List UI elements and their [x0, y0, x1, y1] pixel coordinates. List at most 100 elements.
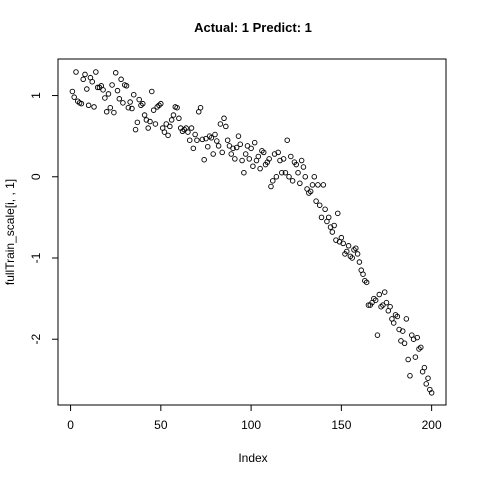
point — [194, 137, 200, 143]
chart-title: Actual: 1 Predict: 1 — [194, 20, 312, 35]
point — [354, 251, 361, 257]
x-tick-label: 100 — [241, 418, 261, 432]
point — [167, 123, 173, 130]
point — [376, 291, 383, 298]
point — [246, 156, 253, 162]
point — [275, 149, 281, 156]
point — [123, 83, 130, 89]
point — [132, 126, 139, 133]
point — [230, 145, 236, 152]
y-tick-label: 0 — [29, 173, 43, 180]
point — [129, 105, 135, 112]
point — [224, 137, 231, 143]
point — [363, 279, 370, 286]
point — [298, 157, 305, 164]
point — [203, 135, 209, 142]
point — [134, 119, 141, 126]
point — [212, 131, 218, 138]
y-tick-label: -2 — [29, 334, 43, 345]
point — [223, 123, 229, 130]
point — [255, 153, 262, 160]
point — [390, 320, 397, 326]
point — [127, 99, 133, 105]
point — [302, 174, 309, 180]
point — [176, 115, 182, 122]
point — [316, 202, 323, 208]
point — [111, 109, 117, 116]
point — [228, 151, 234, 157]
point — [69, 88, 76, 95]
point — [344, 248, 350, 255]
point — [428, 390, 435, 396]
point — [140, 100, 146, 107]
point — [313, 198, 319, 204]
point — [380, 302, 386, 308]
point — [383, 299, 390, 306]
point — [307, 188, 314, 195]
point — [199, 136, 206, 143]
point — [136, 96, 142, 103]
point — [425, 375, 431, 381]
point — [345, 243, 352, 249]
point — [374, 332, 381, 338]
point — [78, 100, 85, 107]
point — [168, 117, 175, 123]
point — [295, 169, 301, 176]
point — [114, 87, 121, 94]
point — [315, 182, 321, 188]
point — [394, 313, 401, 320]
point — [201, 156, 207, 163]
point — [338, 234, 345, 241]
x-tick-label: 150 — [331, 418, 351, 432]
y-axis-label: fullTrain_scale[i, , 1] — [3, 179, 17, 285]
point — [73, 69, 79, 75]
point — [403, 316, 410, 322]
point — [407, 373, 413, 379]
point — [105, 91, 112, 97]
point — [112, 70, 119, 76]
point — [372, 297, 379, 303]
point — [141, 112, 148, 118]
y-tick-label: -1 — [29, 252, 43, 263]
point — [286, 174, 292, 180]
point — [116, 96, 123, 102]
point — [226, 143, 233, 149]
point — [279, 169, 285, 176]
point — [235, 133, 242, 139]
point — [297, 180, 303, 187]
point — [161, 129, 168, 135]
point — [232, 156, 238, 162]
plot-box — [57, 58, 447, 406]
x-tick-label: 0 — [67, 418, 74, 432]
x-axis-label: Index — [238, 451, 267, 465]
point — [365, 302, 372, 308]
point — [188, 125, 195, 131]
point — [387, 303, 393, 310]
point — [109, 82, 115, 88]
point — [217, 121, 224, 127]
point — [149, 88, 155, 95]
point — [398, 338, 404, 344]
point — [248, 145, 254, 152]
point — [102, 95, 108, 101]
point — [125, 104, 132, 111]
point — [273, 174, 280, 180]
point — [186, 137, 193, 143]
point — [421, 364, 428, 371]
point — [242, 151, 249, 157]
point — [282, 169, 289, 176]
point — [215, 143, 222, 149]
point — [190, 145, 197, 152]
point — [91, 104, 97, 110]
point — [150, 107, 157, 113]
point — [205, 143, 211, 150]
point — [82, 71, 88, 78]
point — [280, 156, 287, 162]
point — [356, 259, 363, 265]
point — [170, 112, 177, 118]
point — [197, 104, 204, 111]
point — [318, 214, 325, 221]
point — [340, 240, 346, 247]
point — [405, 356, 411, 363]
